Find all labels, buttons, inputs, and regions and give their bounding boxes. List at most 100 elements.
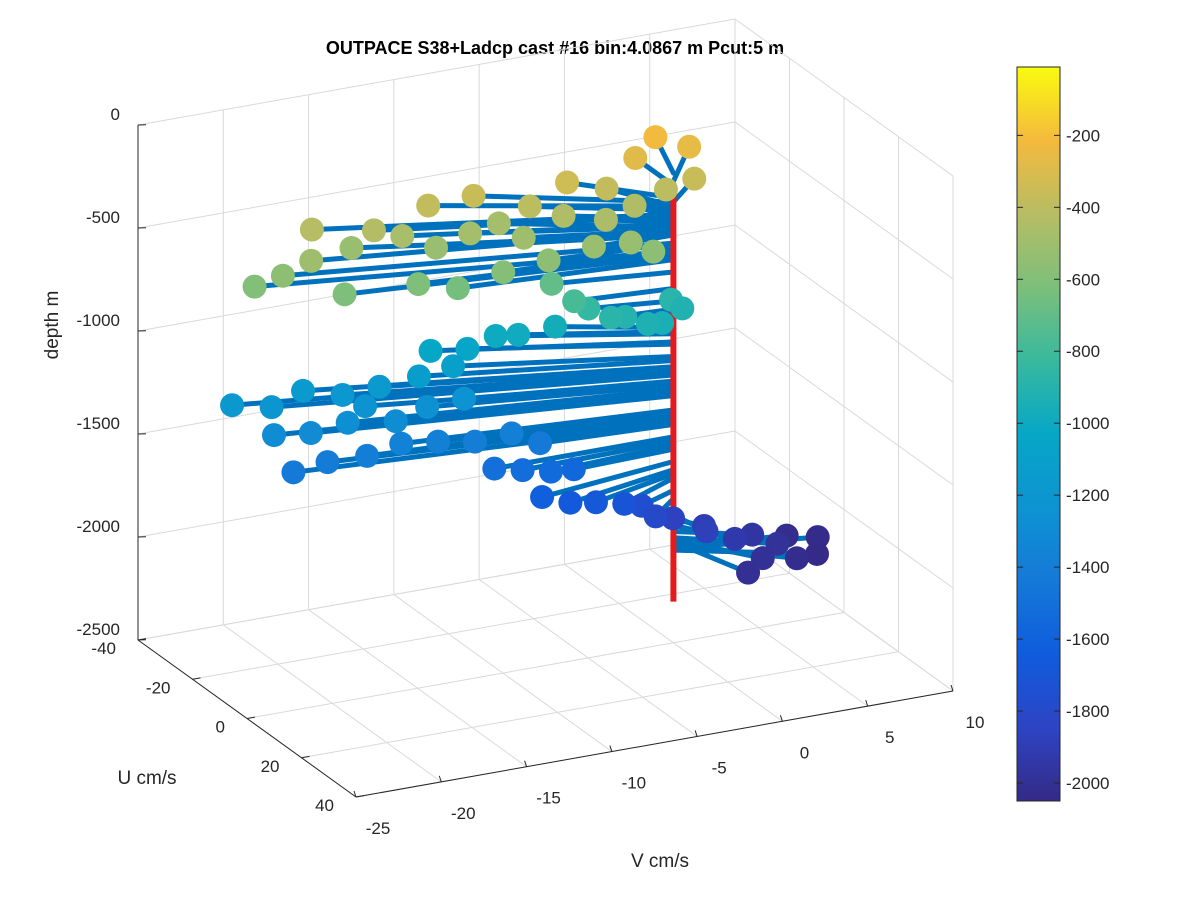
velocity-stem (308, 393, 676, 436)
data-point (677, 134, 702, 159)
data-point (270, 263, 295, 288)
grid-line (734, 224, 954, 383)
data-point (299, 217, 324, 242)
data-point (555, 170, 580, 195)
data-point (510, 458, 535, 483)
u-tick-label: -40 (91, 639, 116, 658)
data-point (486, 211, 511, 236)
data-point (643, 504, 668, 529)
data-point (415, 394, 440, 419)
velocity-stem (549, 269, 676, 287)
data-point (483, 323, 508, 348)
tick-mark (301, 755, 310, 759)
velocity-stem (537, 421, 676, 446)
velocity-stem (393, 388, 676, 424)
velocity-stem (539, 459, 676, 500)
data-point (220, 393, 245, 418)
u-tick-label: 20 (261, 757, 280, 776)
velocity-stem (521, 228, 676, 241)
data-point (622, 193, 647, 218)
grid-line (734, 18, 954, 177)
data-point (455, 336, 480, 361)
u-axis-label: U cm/s (117, 768, 176, 789)
depth-tick-label: -2000 (77, 517, 120, 536)
data-point (461, 183, 486, 208)
velocity-stem (496, 220, 676, 230)
data-point (539, 271, 564, 296)
grid-line (301, 651, 899, 759)
colorbar-gradient (1016, 66, 1061, 802)
data-point (291, 378, 316, 403)
tick-mark (137, 638, 147, 641)
depth-tick-label: 0 (111, 105, 120, 124)
velocity-stem (455, 257, 676, 291)
v-tick-label: -15 (536, 789, 561, 808)
data-point (332, 282, 357, 307)
data-point (262, 423, 286, 448)
colorbar-tick-label: -1600 (1066, 630, 1109, 649)
velocity-stem (340, 370, 676, 398)
v-tick-label: 10 (966, 713, 985, 732)
axes-grid (137, 18, 954, 798)
data-point (390, 224, 415, 249)
data-point (784, 546, 809, 571)
velocity-stem (585, 298, 676, 312)
data-point (416, 193, 441, 218)
data-point (298, 421, 323, 446)
data-point (538, 459, 563, 484)
v-tick-label: 0 (800, 743, 809, 762)
data-point (599, 305, 624, 330)
v-tick-label: -25 (366, 819, 391, 838)
tick-mark (192, 677, 201, 680)
data-point (330, 382, 355, 407)
data-point (242, 274, 267, 299)
grid-line (137, 18, 736, 126)
data-point (682, 166, 707, 191)
v-tick-label: -20 (451, 804, 476, 823)
colorbar-tick-label: -1400 (1066, 558, 1109, 577)
data-point (536, 248, 561, 273)
tick-mark (438, 775, 442, 783)
u-tick-label: -20 (146, 678, 171, 697)
data-point (641, 239, 666, 264)
colorbar-ticks: -200 -400 -600 -800 -1000 -1200 -1400 -1… (1066, 126, 1109, 793)
data-point (561, 457, 586, 482)
data-point (750, 546, 775, 571)
tick-mark (779, 715, 783, 722)
tick-mark (865, 699, 869, 707)
data-point (581, 234, 606, 259)
data-point (389, 431, 414, 456)
data-point (281, 460, 306, 485)
data-point (259, 395, 284, 420)
data-point (583, 490, 608, 515)
data-point (335, 410, 360, 435)
data-point (452, 386, 476, 411)
data-point (418, 338, 443, 363)
data-point (528, 431, 553, 456)
data-point (661, 506, 686, 531)
data-point (670, 296, 695, 321)
depth-tick-label: -1500 (77, 414, 120, 433)
data-point (722, 526, 747, 551)
velocity-stem (450, 353, 676, 369)
data-point (517, 194, 542, 219)
colorbar-tick-label: -600 (1066, 270, 1100, 289)
data-points (220, 125, 830, 585)
velocity-stem (464, 341, 676, 352)
colorbar-tick-label: -1000 (1066, 414, 1109, 433)
grid-line (734, 327, 954, 486)
data-point (530, 485, 555, 510)
u-ticks: -40 -20 0 20 40 (91, 639, 334, 815)
data-point (482, 456, 507, 481)
velocity-stem (280, 240, 676, 279)
grid-line (734, 430, 954, 589)
data-point (299, 248, 324, 273)
depth-ticks: 0 -500 -1000 -1500 -2000 -2500 (77, 105, 120, 639)
data-point (361, 218, 386, 243)
depth-tick-label: -2500 (77, 620, 120, 639)
data-point (383, 409, 408, 434)
tick-mark (355, 795, 365, 798)
depth-tick-label: -1000 (77, 311, 120, 330)
v-tick-label: 5 (885, 728, 894, 747)
data-point (353, 394, 378, 419)
